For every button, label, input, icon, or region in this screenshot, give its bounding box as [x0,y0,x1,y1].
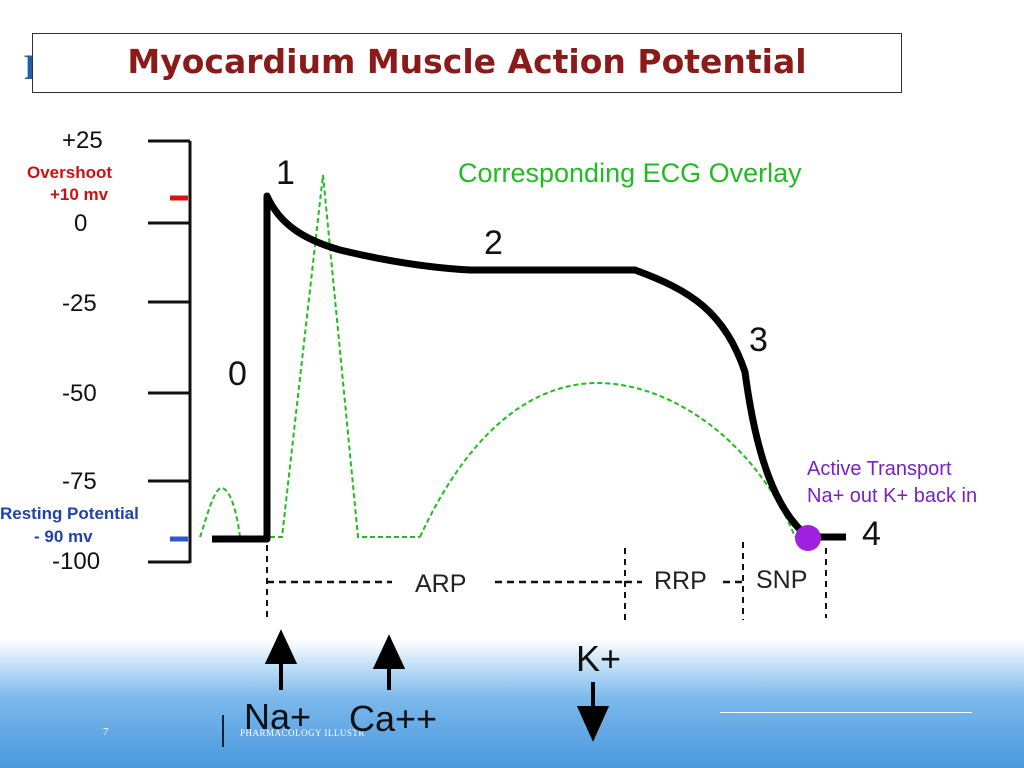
na-arrow [264,629,298,690]
action-potential-curve [212,192,846,543]
page-number: 7 [103,726,109,738]
resting-potential-label: Resting Potential [0,504,139,523]
tick-label-0: 0 [74,210,88,237]
overshoot-label: Overshoot [27,163,113,182]
phase-3-label: 3 [749,321,768,359]
na-label: Na+ [244,696,312,737]
ecg-qrs [262,174,420,538]
overshoot-value: +10 mv [50,185,109,204]
k-arrow [576,682,610,742]
active-transport-dot [795,525,821,551]
slide-title: Myocardium Muscle Action Potential [127,42,807,81]
ecg-t-wave [419,381,796,538]
active-transport-label: Active Transport [807,458,952,480]
title-box: Myocardium Muscle Action Potential [32,33,902,93]
arp-label: ARP [415,570,467,598]
ca-label: Ca++ [349,698,438,739]
footer-background [0,640,1024,768]
tick-label-minus25: -25 [62,290,97,317]
phase-2-label: 2 [484,224,503,262]
phase-4-label: 4 [862,515,881,553]
resting-potential-value: - 90 mv [34,527,93,546]
tick-label-minus100: -100 [52,548,101,575]
y-axis-ticks [148,139,190,564]
rrp-label: RRP [654,567,707,595]
ecg-overlay-label: Corresponding ECG Overlay [458,158,802,188]
footer-vertical-bar [222,715,224,747]
ca-arrow [372,634,406,690]
active-transport-ions: Na+ out K+ back in [807,485,978,507]
footer-text: PHARMACOLOGY ILLUSTR [240,728,365,738]
tick-label-minus75: -75 [62,468,97,495]
k-label: K+ [576,638,622,679]
ecg-p-wave [199,487,241,538]
tick-label-25: +25 [62,127,103,154]
footer-divider [720,712,972,713]
snp-label: SNP [756,566,808,594]
phase-1-label: 1 [276,154,295,192]
tick-label-minus50: -50 [62,380,97,407]
phase-0-label: 0 [228,355,247,393]
